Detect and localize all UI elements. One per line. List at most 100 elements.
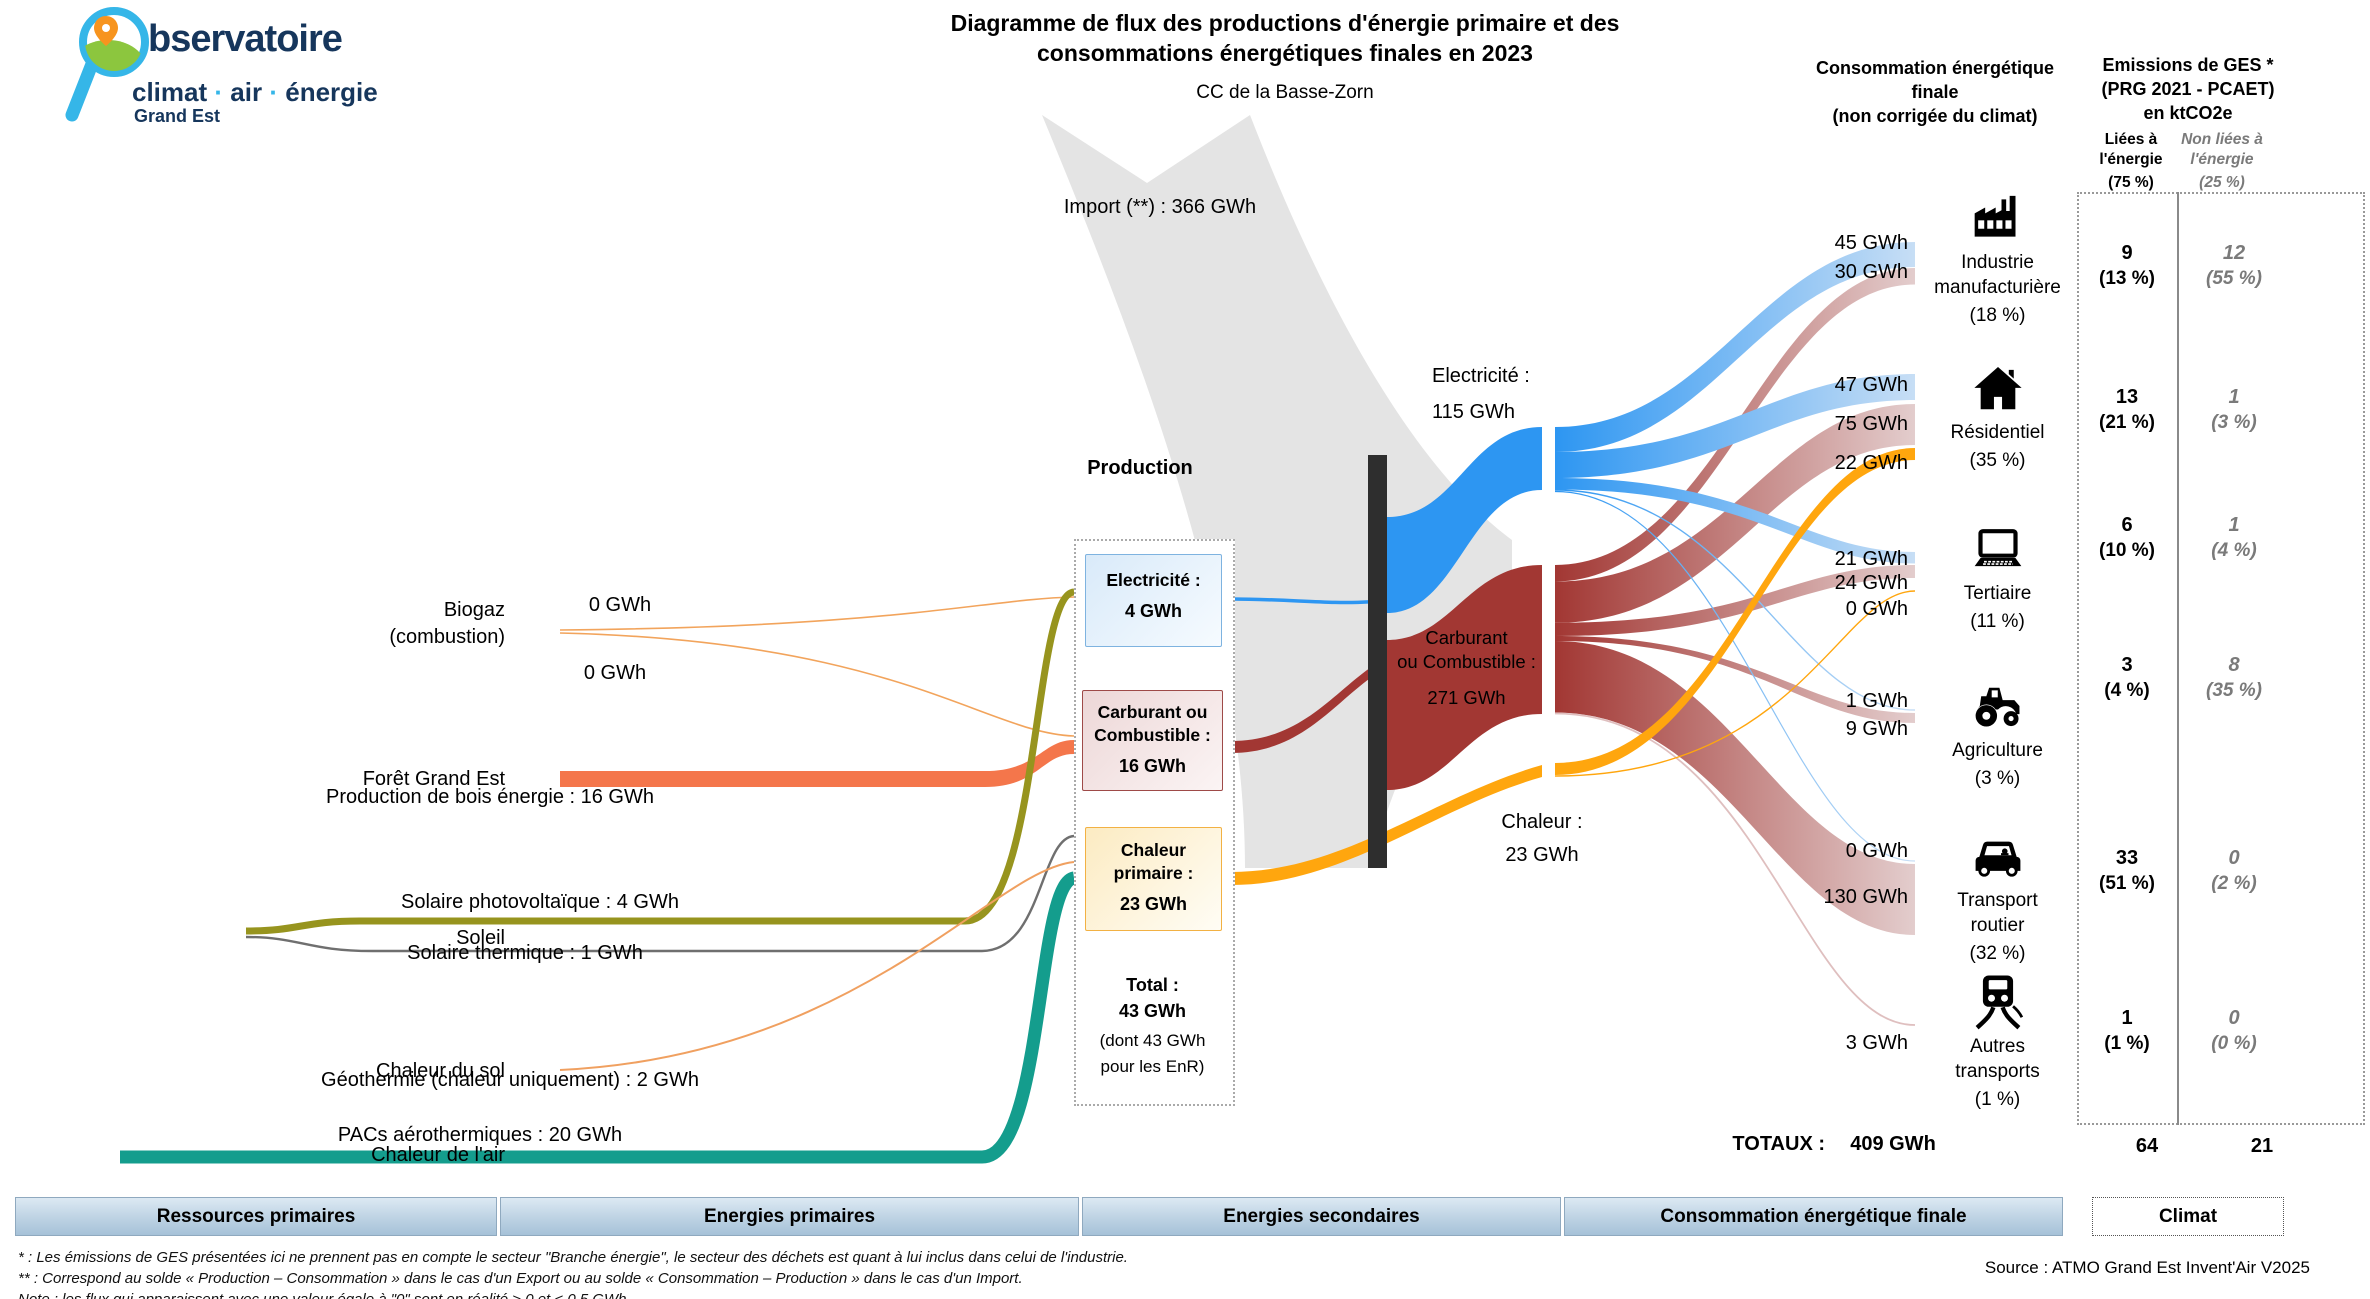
ges-pct: (55 %) (2206, 268, 2262, 289)
logo-tagline-energie: énergie (285, 77, 378, 107)
tractor-icon (1975, 687, 2019, 727)
totals-ges-energy: 64 (2135, 1135, 2159, 1157)
logo-tagline: climat · air · énergie (132, 77, 378, 108)
legend-secondary-energies: Energies secondaires (1082, 1197, 1561, 1236)
solar-pv-flow-label: Solaire photovoltaïque : 4 GWh (401, 891, 679, 913)
flow-elec-residential (1555, 374, 1915, 478)
laptop-icon (1974, 529, 2021, 567)
flow-wood (560, 740, 1074, 787)
logo-green-hill (85, 40, 143, 71)
source-label-soleil: Soleil (456, 927, 505, 949)
ges-energy-subheader: Liées à l'énergie (75 %) (2073, 130, 2189, 193)
sector-agriculture: Agriculture (3 %) (1915, 678, 2080, 791)
production-elec-box: Electricité : 4 GWh (1085, 554, 1222, 647)
biogaz-elec-value: 0 GWh (588, 594, 652, 616)
industry-share: (18 %) (1969, 305, 2026, 326)
ges-header-l3: en ktCO2e (2143, 103, 2233, 123)
logo-tagline-air: air (230, 77, 263, 107)
production-fuel-box: Carburant ou Combustible : 16 GWh (1082, 690, 1223, 791)
vector-fuel-value: 271 GWh (1427, 687, 1506, 708)
prod-total-value: 43 GWh (1118, 1001, 1186, 1021)
car-icon (1975, 841, 2020, 877)
ges-pct: (13 %) (2099, 268, 2155, 289)
ges-pct: (3 %) (2211, 412, 2257, 433)
flow-elec-main (1387, 427, 1542, 613)
source-label-biogaz: Biogaz (combustion) (150, 597, 505, 651)
vector-heat-value: 23 GWh (1505, 844, 1579, 866)
page-title: Diagramme de flux des productions d'éner… (880, 8, 1690, 104)
ges-column-header: Emissions de GES * (PRG 2021 - PCAET) en… (2040, 53, 2336, 125)
prod-fuel-title1: Carburant ou (1097, 702, 1208, 722)
tertiary-elec-value: 21 GWh (1834, 548, 1908, 570)
industry-elec-value: 45 GWh (1834, 232, 1908, 254)
legend-final-consumption: Consommation énergétique finale (1564, 1197, 2063, 1236)
source-label-chaleur-sol: Chaleur du sol (376, 1060, 505, 1082)
ges-val: 8 (2228, 654, 2240, 676)
sector-other-transport: Autres transports (1 %) (1915, 972, 2080, 1112)
tertiary-heat-value: 0 GWh (1845, 598, 1908, 620)
industry-fuel-value: 30 GWh (1834, 261, 1908, 283)
flow-heatpump (120, 871, 1077, 1164)
ges-pct: (1 %) (2104, 1033, 2150, 1054)
other-transport-fuel-value: 3 GWh (1845, 1032, 1908, 1054)
production-total: Total : 43 GWh (dont 43 GWh pour les EnR… (1060, 972, 1245, 1080)
prod-total-enr2: pour les EnR) (1100, 1057, 1205, 1076)
ges-road-transport-energy: 33 (51 %) (2079, 845, 2175, 896)
flow-fuel-road-transport (1555, 641, 1915, 935)
residential-fuel-value: 75 GWh (1834, 413, 1908, 435)
ges-agriculture-energy: 3 (4 %) (2079, 652, 2175, 703)
footnote-2: ** : Correspond au solde « Production – … (18, 1270, 1023, 1287)
ges-pct: (0 %) (2211, 1033, 2257, 1054)
train-icon (1975, 975, 2023, 1030)
vector-elec-label: Electricité : 115 GWh (1432, 358, 1612, 430)
ges-val: 33 (2115, 847, 2139, 869)
ges-pct: (10 %) (2099, 540, 2155, 561)
flow-solar-thermal (245, 834, 1075, 953)
flow-heat-tertiary (1554, 590, 1916, 777)
flow-heat-main (1231, 765, 1542, 885)
tertiary-name: Tertiaire (1963, 583, 2032, 604)
ges-non-energy-subheader: Non liées à l'énergie (25 %) (2157, 130, 2287, 193)
ges-agriculture-non-energy: 8 (35 %) (2179, 652, 2289, 703)
prod-fuel-title2: Combustible : (1094, 725, 1211, 745)
flow-fuel-agriculture (1555, 636, 1915, 723)
agriculture-fuel-value: 9 GWh (1845, 718, 1908, 740)
logo-magnifier-handle (65, 57, 99, 122)
central-node-bar (1368, 455, 1387, 868)
ges-pct: (4 %) (2211, 540, 2257, 561)
title-line-2: consommations énergétiques finales en 20… (1037, 40, 1533, 66)
ges-val: 3 (2121, 654, 2133, 676)
ges-val: 6 (2121, 514, 2133, 536)
ges-road-transport-non-energy: 0 (2 %) (2179, 845, 2289, 896)
other-transport-name-1: Autres (1970, 1036, 2025, 1057)
tertiary-share: (11 %) (1970, 611, 2025, 632)
prod-elec-title: Electricité : (1106, 570, 1201, 590)
ges-table-divider (2177, 192, 2179, 1125)
import-flow-label: Import (**) : 366 GWh (1063, 196, 1257, 218)
agriculture-elec-value: 1 GWh (1845, 690, 1908, 712)
logo-dot-icon: · (269, 77, 279, 107)
conso-header-l3: (non corrigée du climat) (1832, 106, 2038, 126)
geothermal-flow-label: Géothermie (chaleur uniquement) : 2 GWh (321, 1069, 699, 1091)
other-transport-share: (1 %) (1974, 1089, 2021, 1110)
ges-pct: (2 %) (2211, 873, 2257, 894)
source-label-chaleur-air: Chaleur de l'air (371, 1144, 505, 1166)
ges-industry-energy: 9 (13 %) (2079, 240, 2175, 291)
road-transport-name-2: routier (1970, 915, 2025, 936)
vector-elec-title: Electricité : (1432, 365, 1530, 387)
ges-val: 1 (2121, 1007, 2133, 1029)
tertiary-fuel-value: 24 GWh (1834, 572, 1908, 594)
vector-heat-title: Chaleur : (1501, 811, 1583, 833)
logo-dot-icon: · (214, 77, 224, 107)
ges-val: 0 (2228, 847, 2240, 869)
ges-pct: (51 %) (2099, 873, 2155, 894)
flow-elec-industry (1555, 242, 1915, 452)
solar-thermal-flow-label: Solaire thermique : 1 GWh (407, 942, 643, 964)
flow-elec-road-transport (1554, 490, 1916, 862)
vector-heat-label: Chaleur : 23 GWh (1462, 806, 1622, 872)
ges-non-energy-pct: (25 %) (2199, 174, 2245, 191)
road-transport-share: (32 %) (1969, 943, 2026, 964)
legend-climat: Climat (2092, 1197, 2284, 1236)
sector-road-transport: Transport routier (32 %) (1915, 832, 2080, 966)
